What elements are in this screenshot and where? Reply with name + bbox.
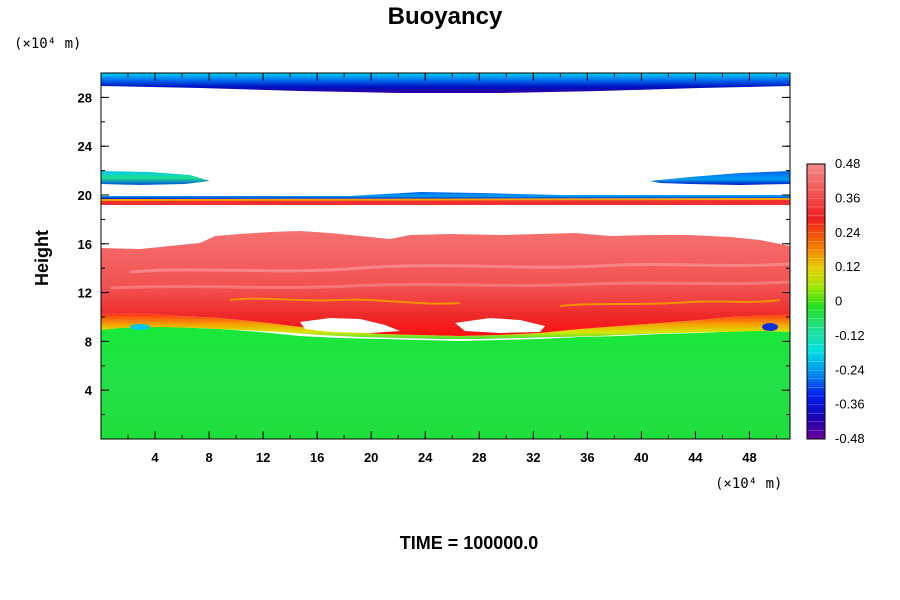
x-tick-label: 44: [688, 450, 703, 465]
x-tick-label: 20: [364, 450, 378, 465]
x-tick-label: 16: [310, 450, 324, 465]
chart-title: Buoyancy: [388, 3, 503, 30]
y-tick-label: 12: [78, 286, 92, 301]
y-tick-label: 16: [78, 237, 92, 252]
y-axis-title: Height: [32, 230, 52, 286]
y-tick-label: 20: [78, 188, 92, 203]
colorbar-tick-label: 0.48: [835, 156, 860, 171]
y-tick-label: 8: [85, 334, 92, 349]
x-axis-unit: (×10⁴ m): [715, 476, 782, 492]
time-label: TIME = 100000.0: [400, 533, 539, 553]
y-tick-label: 28: [78, 90, 92, 105]
y-tick-label: 24: [78, 139, 93, 154]
x-tick-label: 36: [580, 450, 594, 465]
colorbar-tick-label: 0.36: [835, 190, 860, 205]
colorbar-tick-label: -0.12: [835, 328, 865, 343]
colorbar-tick-label: 0: [835, 294, 842, 309]
x-tick-label: 28: [472, 450, 486, 465]
colorbar-tick-label: -0.24: [835, 362, 865, 377]
y-tick-label: 4: [85, 383, 93, 398]
colorbar: 0.48 0.36 0.24 0.12 0 -0.12 -0.24 -0.36 -0.48: [806, 156, 865, 446]
colorbar-tick-label: 0.24: [835, 225, 860, 240]
colorbar-tick-label: -0.48: [835, 431, 865, 446]
x-tick-label: 4: [151, 450, 159, 465]
x-tick-label: 48: [742, 450, 756, 465]
buoyancy-field: [101, 73, 790, 439]
y-axis-unit: (×10⁴ m): [14, 36, 81, 52]
x-tick-label: 12: [256, 450, 270, 465]
colorbar-tick-label: -0.36: [835, 397, 865, 412]
colorbar-tick-label: 0.12: [835, 259, 860, 274]
x-tick-label: 40: [634, 450, 648, 465]
x-tick-label: 8: [205, 450, 212, 465]
x-tick-label: 24: [418, 450, 433, 465]
x-tick-label: 32: [526, 450, 540, 465]
plot-frame: [100, 72, 791, 440]
